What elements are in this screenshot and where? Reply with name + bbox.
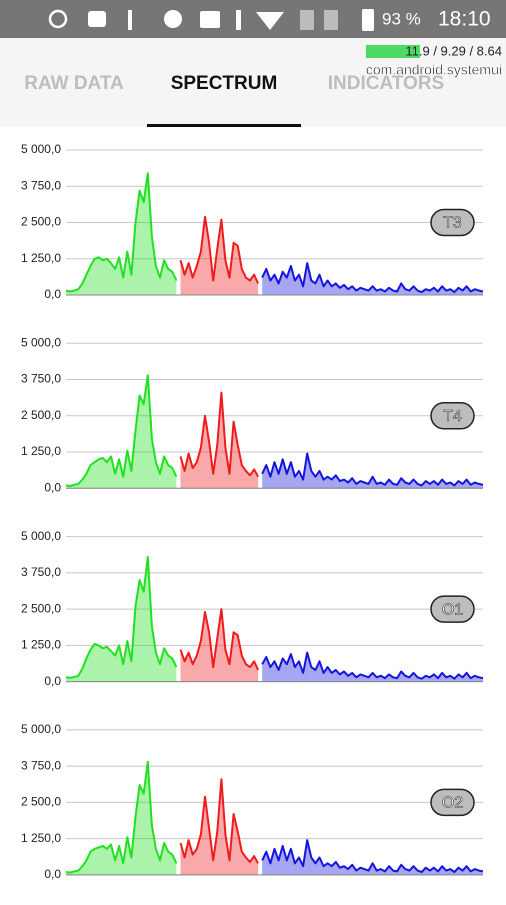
spectrum-area [180, 216, 259, 295]
y-tick-label: 1 250,0 [21, 831, 61, 845]
spectrum-line [65, 374, 178, 487]
y-tick-label: 5 000,0 [21, 722, 61, 736]
chart: 0,0 1 250,0 2 500,0 3 750,0 5 000,0 T3 [21, 142, 484, 301]
y-tick-label: 0,0 [44, 287, 61, 301]
tab[interactable]: INDICATORS [328, 73, 444, 94]
spectrum-line [261, 262, 484, 294]
spectrum-line [261, 839, 484, 873]
spectrum-area [180, 609, 259, 682]
y-tick-label: 3 750,0 [21, 758, 61, 772]
overlay-stats: 11.9 / 9.29 / 8.64 [405, 43, 502, 58]
y-tick-label: 2 500,0 [21, 601, 61, 615]
y-tick-label: 0,0 [44, 867, 61, 881]
y-tick-label: 1 250,0 [21, 251, 61, 265]
overlay-process: com.android.systemui [366, 62, 502, 78]
spectrum-line [179, 778, 259, 864]
y-tick-label: 5 000,0 [21, 142, 61, 156]
chart: 0,0 1 250,0 2 500,0 3 750,0 5 000,0 T4 [21, 335, 484, 494]
y-tick-label: 1 250,0 [21, 638, 61, 652]
y-tick-label: 5 000,0 [21, 529, 61, 543]
spectrum-area [262, 652, 483, 682]
tab[interactable]: SPECTRUM [171, 73, 278, 94]
y-tick-label: 3 750,0 [21, 565, 61, 579]
tab[interactable]: RAW DATA [24, 73, 124, 94]
y-tick-label: 2 500,0 [21, 795, 61, 809]
channel-badge[interactable] [430, 788, 475, 817]
channel-label: T4 [443, 408, 462, 425]
channel-label: O1 [442, 601, 463, 618]
clock: 18:10 [438, 8, 491, 31]
channel-badge[interactable] [430, 595, 475, 623]
y-tick-label: 3 750,0 [21, 372, 61, 386]
spectrum-line [179, 391, 259, 478]
y-tick-label: 1 250,0 [21, 444, 61, 458]
tab-bar [0, 38, 506, 127]
chart: 0,0 1 250,0 2 500,0 3 750,0 5 000,0 O2 [21, 722, 484, 881]
y-tick-label: 2 500,0 [21, 408, 61, 422]
channel-badge[interactable] [430, 208, 475, 237]
spectrum-area [180, 392, 259, 489]
y-tick-label: 3 750,0 [21, 178, 61, 192]
spectrum-line [179, 608, 260, 671]
overlay-meter [366, 45, 420, 58]
spectrum-line [65, 172, 178, 293]
channel-label: O2 [442, 795, 463, 812]
y-tick-label: 2 500,0 [21, 215, 61, 229]
spectrum-area [262, 840, 483, 875]
status-bar [0, 0, 506, 38]
spectrum-line [261, 452, 484, 487]
chart: 0,0 1 250,0 2 500,0 3 750,0 5 000,0 O1 [21, 529, 484, 688]
spectrum-area [262, 263, 483, 295]
spectrum-area [180, 779, 259, 875]
spectrum-line [65, 555, 178, 679]
spectrum-line [179, 215, 260, 284]
battery-level: 93 % [382, 9, 421, 28]
spectrum-line [65, 760, 178, 874]
y-tick-label: 0,0 [44, 480, 61, 494]
channel-label: T3 [443, 215, 462, 232]
tab-indicator [147, 124, 301, 127]
y-tick-label: 0,0 [44, 674, 61, 688]
status-icons [48, 9, 374, 31]
spectrum-area [262, 453, 483, 489]
y-tick-label: 5 000,0 [21, 335, 61, 349]
spectrum-line [261, 651, 484, 680]
channel-badge[interactable] [430, 402, 475, 430]
